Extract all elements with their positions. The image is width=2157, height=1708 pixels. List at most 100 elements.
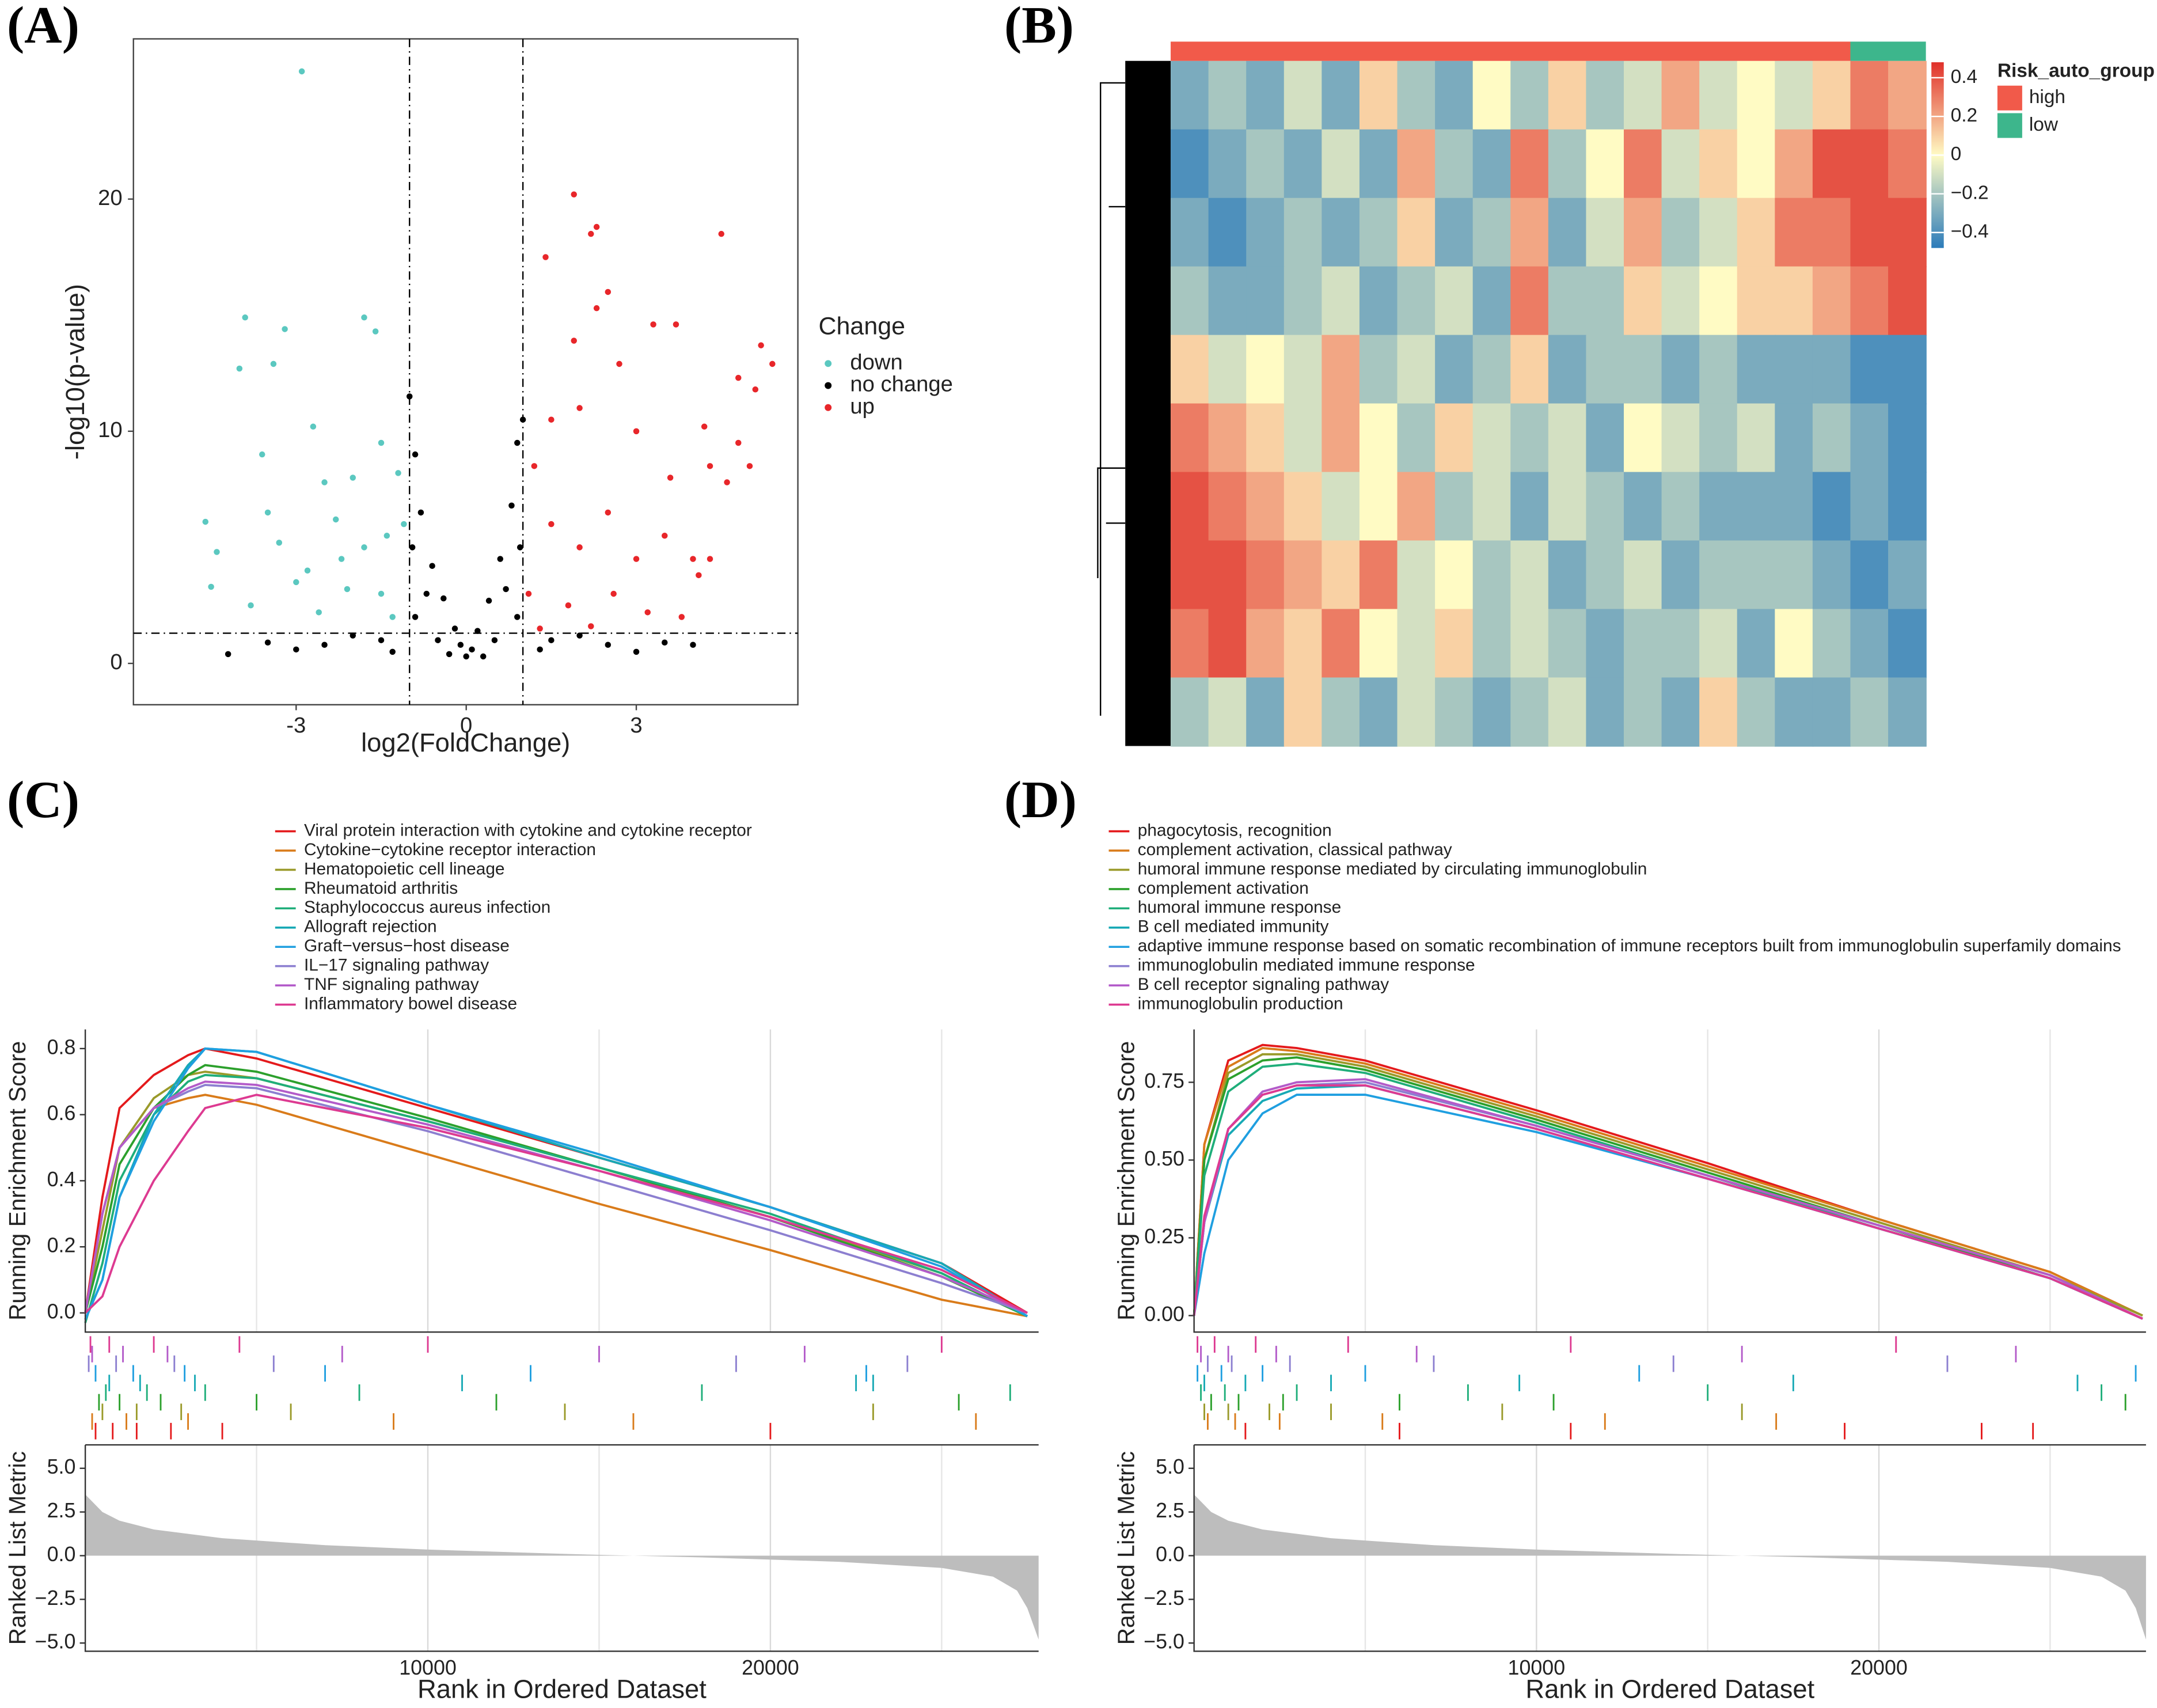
point xyxy=(417,509,424,516)
legend-label: immunoglobulin production xyxy=(1138,994,1343,1013)
heatmap-cell xyxy=(1208,60,1247,130)
legend-label: no change xyxy=(850,372,953,397)
es-line xyxy=(1193,1084,2143,1320)
heatmap-cell xyxy=(1510,198,1550,267)
heatmap-cell xyxy=(1510,609,1550,678)
heatmap-cell xyxy=(1888,335,1927,404)
heatmap-cell xyxy=(1321,403,1361,473)
legend-label: Viral protein interaction with cytokine … xyxy=(304,821,752,840)
point xyxy=(525,590,532,597)
metric-area xyxy=(1194,1494,2146,1640)
legend-swatch xyxy=(825,404,832,411)
point xyxy=(412,451,419,458)
heatmap-cell xyxy=(1850,677,1889,747)
point xyxy=(718,230,724,237)
heatmap-cell xyxy=(1548,129,1587,199)
heatmap-cell xyxy=(1586,129,1625,199)
point xyxy=(474,628,481,634)
point xyxy=(735,439,742,446)
point xyxy=(650,321,656,328)
heatmap-cell xyxy=(1435,677,1474,747)
heatmap-cell xyxy=(1624,540,1662,610)
heatmap-cell xyxy=(1850,540,1889,610)
heatmap-cell xyxy=(1661,609,1700,678)
legend-label: down xyxy=(850,350,902,374)
legend-label: humoral immune response xyxy=(1138,898,1342,917)
heatmap-cell xyxy=(1246,403,1285,473)
point xyxy=(480,653,487,660)
axis-line xyxy=(84,1029,1039,1333)
heatmap-cell xyxy=(1737,60,1776,130)
heatmap-cell xyxy=(1246,609,1285,678)
point xyxy=(242,314,248,321)
point xyxy=(678,614,685,620)
heatmap-cell xyxy=(1661,403,1700,473)
point xyxy=(610,590,617,597)
heatmap-cell xyxy=(1699,403,1738,473)
point xyxy=(724,479,730,485)
es-line xyxy=(1193,1078,2143,1320)
y-tick-label: 0.8 xyxy=(47,1035,76,1058)
point xyxy=(214,549,220,555)
heatmap-cell xyxy=(1850,198,1889,267)
heatmap-cell xyxy=(1548,198,1587,267)
heatmap-cell xyxy=(1321,129,1361,199)
point xyxy=(236,365,243,372)
heatmap-cell xyxy=(1737,198,1776,267)
es-line xyxy=(84,1047,1028,1320)
heatmap-cell xyxy=(1586,403,1625,473)
y-tick-label: 0.4 xyxy=(47,1168,76,1191)
heatmap-cell xyxy=(1624,129,1662,199)
point xyxy=(571,191,577,198)
heatmap-cell xyxy=(1699,266,1738,336)
point xyxy=(350,632,356,639)
point xyxy=(667,475,674,481)
y-tick-label: 2.5 xyxy=(1156,1499,1184,1522)
heatmap-cell xyxy=(1435,198,1474,267)
point xyxy=(690,642,696,648)
heatmap-cell xyxy=(1208,198,1247,267)
heatmap-cell xyxy=(1699,677,1738,747)
es-line xyxy=(84,1071,1028,1318)
x-tick-label: 10000 xyxy=(399,1656,457,1679)
heatmap-cell xyxy=(1888,198,1927,267)
panel-label: (A) xyxy=(7,0,79,54)
point xyxy=(350,475,356,481)
heatmap-cell xyxy=(1850,335,1889,404)
point xyxy=(701,423,708,430)
heatmap-cell xyxy=(1548,677,1587,747)
y-tick-label: −2.5 xyxy=(1144,1586,1184,1610)
heatmap-cell xyxy=(1661,472,1700,541)
legend-label: Rheumatoid arthritis xyxy=(304,879,458,898)
es-line xyxy=(1193,1084,2143,1320)
point xyxy=(361,314,367,321)
point xyxy=(435,637,441,643)
point xyxy=(633,428,640,435)
heatmap-cell xyxy=(1548,540,1587,610)
heatmap-cell xyxy=(1661,198,1700,267)
es-line xyxy=(1193,1047,2143,1317)
point xyxy=(316,609,322,616)
heatmap-cell xyxy=(1246,266,1285,336)
point xyxy=(542,254,549,260)
heatmap-cell xyxy=(1775,335,1814,404)
point xyxy=(662,639,668,646)
dendrogram xyxy=(1097,60,1171,746)
es-line xyxy=(84,1080,1028,1314)
legend-label: B cell mediated immunity xyxy=(1138,917,1329,936)
colorbar-label: −0.4 xyxy=(1951,221,1989,242)
point xyxy=(644,609,651,616)
legend-label: immunoglobulin mediated immune response xyxy=(1138,956,1475,975)
legend-title: Change xyxy=(818,313,905,340)
point xyxy=(457,642,464,648)
legend-swatch xyxy=(825,360,832,367)
y-axis-title: -log10(p-value) xyxy=(60,284,90,460)
heatmap-cell xyxy=(1699,540,1738,610)
y-tick-label: −5.0 xyxy=(35,1630,76,1653)
heatmap-cell xyxy=(1397,472,1436,541)
heatmap-cell xyxy=(1586,540,1625,610)
y-tick-label: 0.75 xyxy=(1144,1069,1184,1092)
axis-line xyxy=(1193,1029,2146,1333)
heatmap-cell xyxy=(1812,266,1851,336)
heatmap-cell xyxy=(1397,129,1436,199)
